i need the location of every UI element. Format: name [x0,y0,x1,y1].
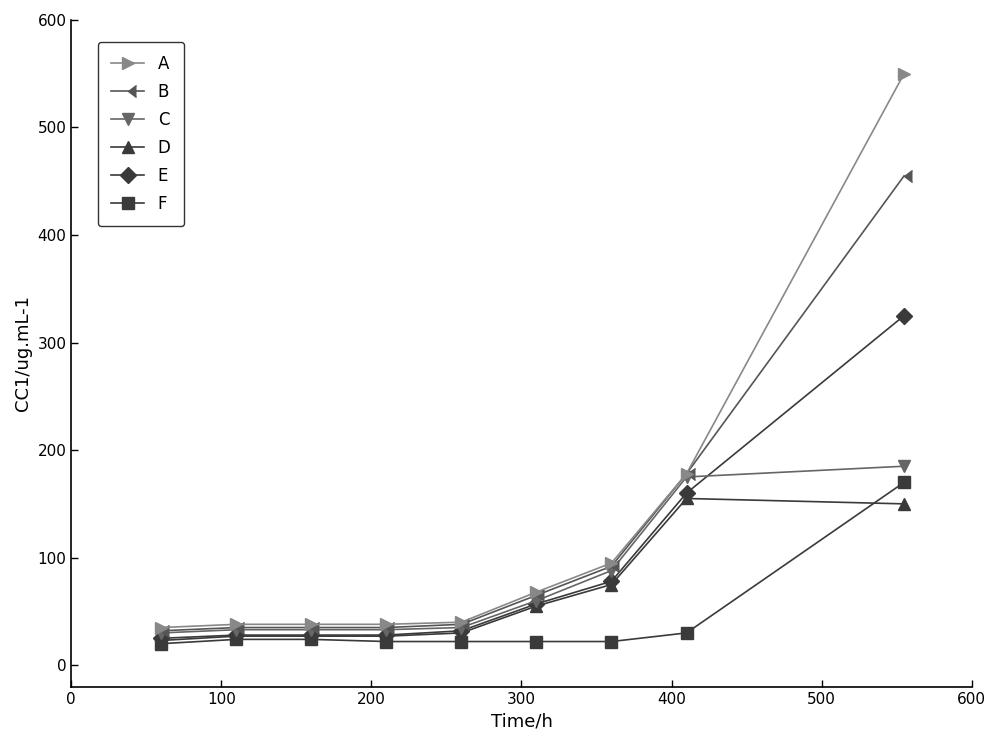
F [155,639,167,648]
D [230,632,242,641]
E [380,631,392,640]
Line: E: E [156,310,910,644]
B [455,620,467,629]
B [530,591,542,600]
F [898,478,910,487]
C [455,623,467,632]
Y-axis label: CC1/ug.mL-1: CC1/ug.mL-1 [14,295,32,411]
Line: C: C [156,461,910,638]
A [305,620,317,629]
E [681,489,693,498]
B [155,626,167,635]
A [530,588,542,597]
B [380,623,392,632]
Line: B: B [156,170,910,636]
A [380,620,392,629]
X-axis label: Time/h: Time/h [491,712,552,730]
D [305,632,317,641]
A [681,469,693,478]
D [530,602,542,611]
E [230,631,242,640]
A [898,69,910,78]
E [305,631,317,640]
Line: A: A [156,68,910,633]
F [305,635,317,644]
E [155,634,167,643]
C [155,629,167,638]
F [530,637,542,646]
A [605,559,617,568]
Legend: A, B, C, D, E, F: A, B, C, D, E, F [98,42,184,226]
B [898,171,910,180]
Line: D: D [156,493,910,646]
D [155,636,167,645]
A [230,620,242,629]
C [605,566,617,575]
C [230,625,242,634]
D [455,629,467,638]
E [455,626,467,635]
A [455,618,467,626]
D [380,632,392,641]
C [530,596,542,605]
E [605,577,617,586]
F [681,629,693,638]
D [605,580,617,589]
C [305,625,317,634]
C [681,472,693,481]
C [898,462,910,471]
E [898,311,910,320]
A [155,623,167,632]
B [305,623,317,632]
Line: F: F [156,477,910,650]
B [681,469,693,478]
C [380,625,392,634]
B [230,623,242,632]
D [681,494,693,503]
F [230,635,242,644]
F [455,637,467,646]
E [530,600,542,609]
F [605,637,617,646]
F [380,637,392,646]
D [898,499,910,508]
B [605,562,617,571]
